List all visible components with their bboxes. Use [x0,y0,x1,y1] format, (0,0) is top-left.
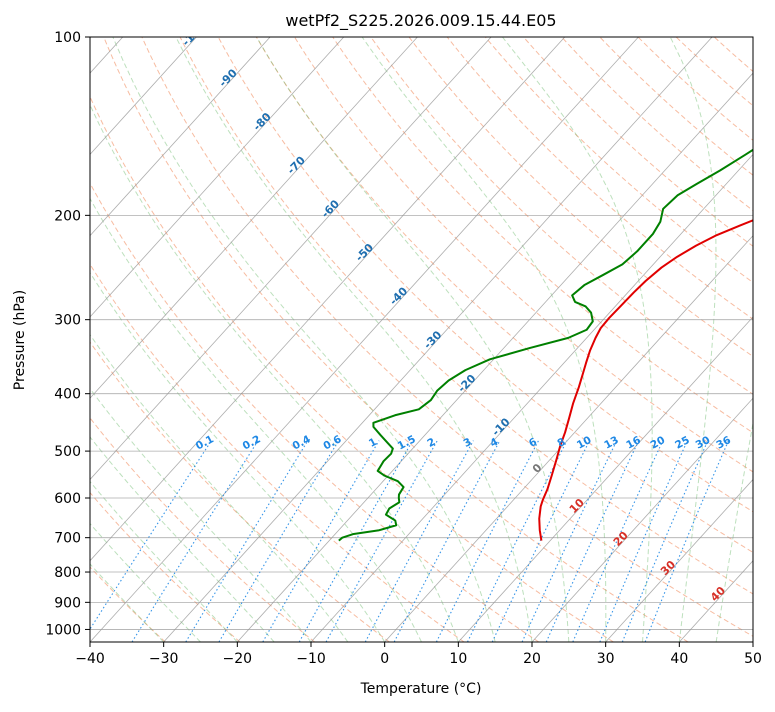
dry-adiabat [90,95,614,642]
moist-adiabat [361,37,607,642]
dry-adiabat [294,37,753,473]
y-tick-label: 500 [54,444,81,460]
moist-adiabat [90,522,201,642]
moist-adiabat [90,436,275,642]
isotherm [458,316,753,642]
dry-adiabat [370,37,753,395]
isotherm [163,37,713,642]
mixing-ratio-line [90,440,212,631]
mixing-ratio-line [467,440,568,642]
dry-adiabat [217,37,753,553]
dry-adiabat [446,37,753,320]
y-axis-label: Pressure (hPa) [12,290,28,390]
dry-adiabat [90,263,465,642]
y-tick-label: 700 [54,531,81,547]
x-tick-label: −30 [149,651,179,667]
moist-adiabat [90,271,386,642]
mixing-ratio-line [621,440,709,642]
moist-adiabat [90,563,165,642]
mixing-ratio-line [572,440,664,642]
chart-title: wetPf2_S225.2026.009.15.44.E05 [285,11,556,31]
y-axis: 100 200 300 400 500 600 700 800 900 1000 [45,30,90,638]
moist-adiabat [502,37,653,642]
mixing-ratio-line [262,440,380,642]
y-tick-label: 300 [54,313,81,329]
temperature-profile [538,219,753,541]
mixing-ratio-line [131,440,259,642]
x-tick-label: 30 [597,651,615,667]
dewpoint-profile [338,148,753,542]
isotherm [384,235,753,642]
isotherm [605,478,753,642]
y-tick-label: 900 [54,595,81,611]
y-tick-label: 800 [54,565,81,581]
y-tick-label: 200 [54,208,81,224]
x-axis-label: Temperature (°C) [360,681,482,697]
x-tick-label: 10 [449,651,467,667]
x-tick-label: −10 [296,651,326,667]
mixing-ratio-line [325,440,438,642]
isotherm [90,37,639,642]
dry-adiabat-label: -100 [180,20,209,49]
y-tick-label: 600 [54,491,81,507]
x-tick-label: 0 [380,651,389,667]
plot-frame [89,36,754,643]
y-tick-label: 1000 [45,622,81,638]
isotherm [90,37,197,156]
dry-adiabat [90,182,540,642]
mixing-ratio-line [185,440,309,642]
isotherm [90,37,566,562]
mixing-ratio-line [298,440,414,642]
mixing-ratio-line [218,440,340,642]
dry-adiabat [90,491,241,642]
isotherm [310,153,753,642]
mixing-ratio-line [599,440,688,642]
x-tick-label: −40 [75,651,105,667]
dry-adiabat [332,37,753,434]
moist-adiabat [90,480,238,642]
mixing-ratio-line [545,440,640,642]
isotherm [90,37,271,237]
x-tick-label: −20 [223,651,253,667]
dry-adiabat [103,37,689,642]
background-lines [90,37,753,642]
x-axis: −40 −30 −20 −10 0 10 20 30 40 50 [75,642,762,667]
moist-adiabat [90,387,312,642]
mixing-ratio-line [435,440,540,642]
x-tick-label: 50 [744,651,762,667]
isotherm [90,37,492,481]
dry-adiabat [408,37,753,358]
isotherm [90,37,418,399]
mixing-ratio-line [364,440,474,642]
x-tick-label: 40 [670,651,688,667]
moist-adiabat [715,420,753,642]
moist-adiabat [90,197,422,642]
isotherm [90,37,345,318]
moist-adiabat [90,333,349,642]
x-tick-label: 20 [523,651,541,667]
y-tick-label: 400 [54,387,81,403]
isotherm [531,397,753,642]
moist-adiabat [112,37,496,642]
moist-adiabat [175,37,533,642]
data-series [338,148,753,542]
dry-adiabat [599,37,753,176]
dry-adiabat [523,37,753,247]
y-tick-label: 100 [54,30,81,46]
moist-adiabat [669,37,717,642]
dry-adiabat [255,37,753,513]
dry-adiabat [90,417,315,642]
isotherm [237,72,753,642]
